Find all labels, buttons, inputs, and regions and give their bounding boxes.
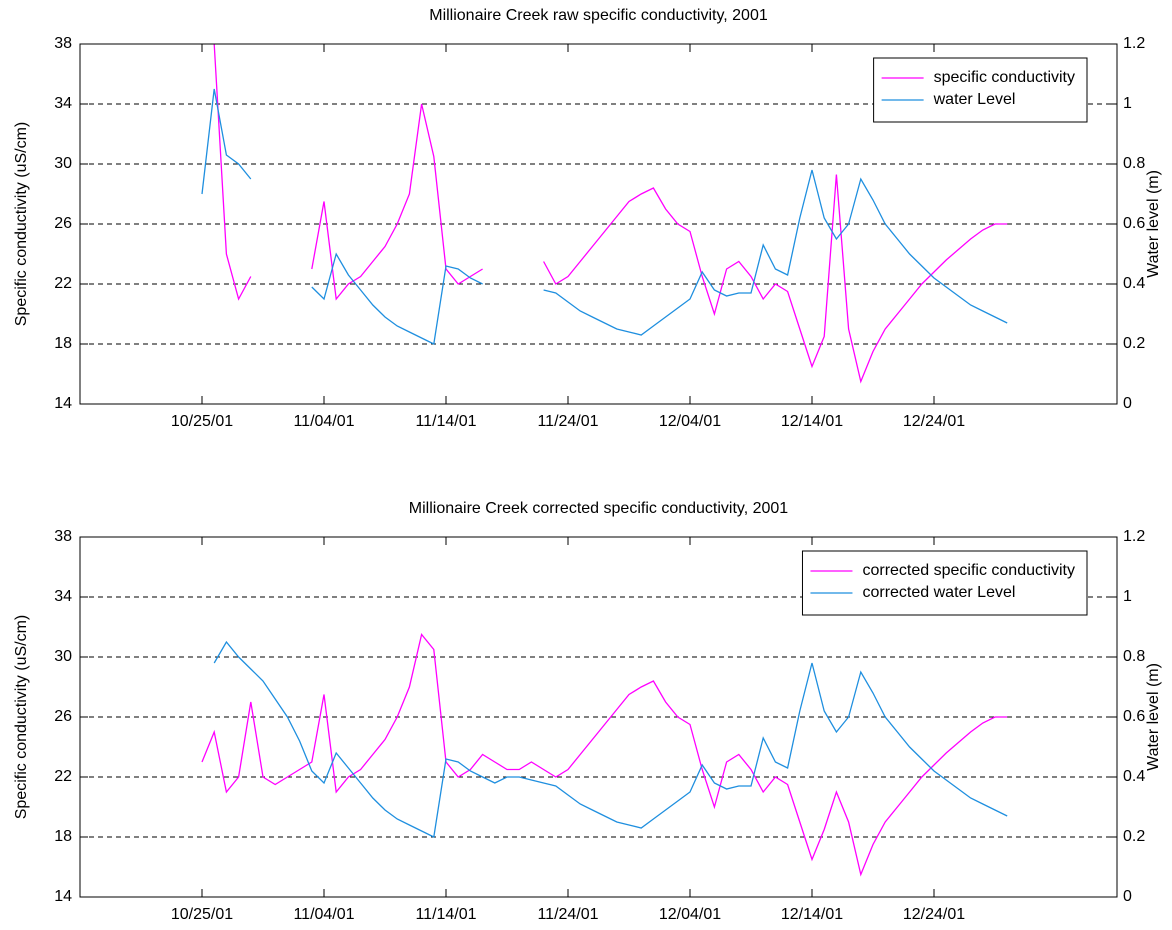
y2-tick-label: 0 [1123, 888, 1132, 905]
plot-frame [79, 536, 1118, 898]
y-tick-label: 30 [54, 155, 72, 172]
y-tick-label: 18 [54, 828, 72, 845]
x-tick-label: 12/04/01 [659, 413, 721, 430]
y-axis-label: Specific conductivity (uS/cm) [13, 122, 30, 327]
y2-tick-label: 0.2 [1123, 335, 1145, 352]
chart-title: Millionaire Creek raw specific conductiv… [429, 7, 768, 24]
x-tick-label: 12/24/01 [903, 906, 965, 923]
y2-tick-label: 0.2 [1123, 828, 1145, 845]
y2-tick-label: 1 [1123, 588, 1132, 605]
y-tick-label: 34 [54, 95, 72, 112]
y-tick-label: 34 [54, 588, 72, 605]
y-axis-label: Specific conductivity (uS/cm) [13, 615, 30, 820]
legend-label: corrected water Level [862, 584, 1015, 601]
y2-tick-label: 0.8 [1123, 155, 1145, 172]
y2-tick-label: 0 [1123, 395, 1132, 412]
y-tick-label: 38 [54, 528, 72, 545]
y-tick-label: 14 [54, 395, 72, 412]
y-tick-label: 38 [54, 35, 72, 52]
x-tick-label: 12/14/01 [781, 413, 843, 430]
x-tick-label: 10/25/01 [171, 413, 233, 430]
x-tick-label: 11/24/01 [537, 413, 598, 430]
y-tick-label: 14 [54, 888, 72, 905]
plot-frame [79, 43, 1118, 405]
y-tick-label: 22 [54, 768, 72, 785]
x-tick-label: 12/24/01 [903, 413, 965, 430]
y-tick-label: 22 [54, 275, 72, 292]
y2-tick-label: 0.8 [1123, 648, 1145, 665]
data-line [213, 640, 1008, 838]
x-tick-label: 11/04/01 [293, 906, 354, 923]
legend: corrected specific conductivity corrected… [801, 550, 1088, 616]
legend-label: corrected specific conductivity [862, 562, 1075, 579]
legend-box [873, 57, 1088, 123]
x-tick-label: 11/24/01 [537, 906, 598, 923]
legend: specific conductivity water Level [873, 57, 1088, 123]
legend-label: specific conductivity [934, 69, 1075, 86]
x-tick-label: 12/14/01 [781, 906, 843, 923]
y2-axis-label: Water level (m) [1145, 663, 1162, 771]
y-tick-label: 26 [54, 215, 72, 232]
x-tick-label: 11/14/01 [415, 413, 476, 430]
y2-tick-label: 0.6 [1123, 215, 1145, 232]
y-tick-label: 30 [54, 648, 72, 665]
y2-axis-label: Water level (m) [1145, 170, 1162, 278]
legend-box [801, 550, 1088, 616]
y2-tick-label: 1.2 [1123, 35, 1145, 52]
y2-tick-label: 0.4 [1123, 275, 1145, 292]
data-line [201, 88, 1008, 345]
x-tick-label: 12/04/01 [659, 906, 721, 923]
x-tick-label: 10/25/01 [171, 906, 233, 923]
y-tick-label: 26 [54, 708, 72, 725]
legend-label: water Level [933, 91, 1016, 108]
y2-tick-label: 0.4 [1123, 768, 1145, 785]
y-tick-label: 18 [54, 335, 72, 352]
data-line [201, 633, 1008, 877]
y2-tick-label: 0.6 [1123, 708, 1145, 725]
data-line [213, 43, 1008, 384]
y2-tick-label: 1 [1123, 95, 1132, 112]
chart-title: Millionaire Creek corrected specific con… [409, 500, 789, 517]
x-tick-label: 11/14/01 [415, 906, 476, 923]
x-tick-label: 11/04/01 [293, 413, 354, 430]
y2-tick-label: 1.2 [1123, 528, 1145, 545]
